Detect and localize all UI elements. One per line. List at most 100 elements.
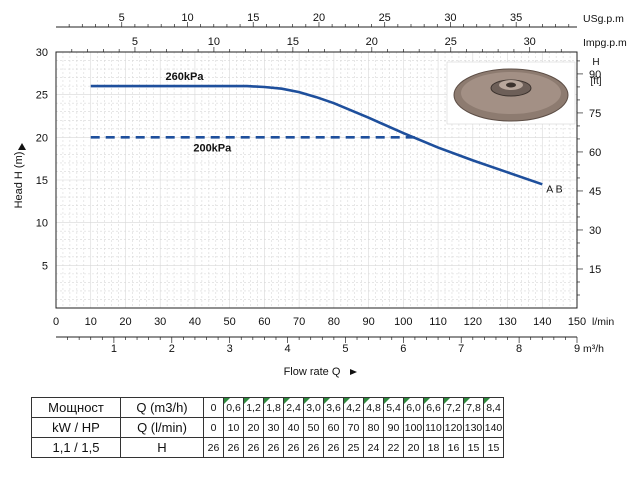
tick-label-impgpm: 10 bbox=[208, 36, 220, 48]
tick-label-y: 10 bbox=[36, 218, 48, 230]
table-value-cell: 110 bbox=[423, 417, 444, 438]
tick-label-impgpm: 30 bbox=[524, 36, 536, 48]
tick-label-lmin: 100 bbox=[394, 316, 412, 328]
chart-labels: 5 10 15 20 25 30 35 USg.p.m5 10 15 20 25 30 Impg.p.m5… bbox=[13, 12, 627, 378]
table-label-cell: Q (l/min) bbox=[120, 417, 204, 438]
tick-label-impgpm: 20 bbox=[366, 36, 378, 48]
table-value-cell: 120 bbox=[443, 417, 464, 438]
table-value-cell: 0 bbox=[203, 397, 224, 418]
tick-label-lmin: 10 bbox=[85, 316, 97, 328]
tick-label-ft: 90 bbox=[589, 69, 601, 81]
tick-label-lmin: 90 bbox=[362, 316, 374, 328]
tick-label-ft: 15 bbox=[589, 264, 601, 276]
tick-label-usgpm: 5 bbox=[119, 12, 125, 24]
pump-performance-chart: 5 10 15 20 25 30 35 USg.p.m5 10 15 20 25 30 Impg.p.m5… bbox=[13, 12, 627, 378]
table-value-cell: 0,6 bbox=[223, 397, 244, 418]
table-label-cell: Мощност bbox=[31, 397, 121, 418]
tick-label-y: 15 bbox=[36, 175, 48, 187]
tick-label-m3h: 5 bbox=[342, 343, 348, 355]
table-label-cell: Q (m3/h) bbox=[120, 397, 204, 418]
table-value-cell: 70 bbox=[343, 417, 364, 438]
tick-label-lmin: 0 bbox=[53, 316, 59, 328]
tick-label-y: 30 bbox=[36, 47, 48, 59]
table-value-cell: 26 bbox=[203, 437, 224, 458]
table-value-cell: 25 bbox=[343, 437, 364, 458]
table-value-cell: 8,4 bbox=[483, 397, 504, 418]
right-unit-ft: [ft] bbox=[590, 76, 601, 87]
tick-label-lmin: 70 bbox=[293, 316, 305, 328]
table-value-cell: 90 bbox=[383, 417, 404, 438]
unit-m3h: m³/h bbox=[583, 343, 604, 355]
tick-label-m3h: 3 bbox=[227, 343, 233, 355]
tick-label-lmin: 40 bbox=[189, 316, 201, 328]
plot-frame bbox=[55, 51, 578, 309]
tick-label-y: 20 bbox=[36, 132, 48, 144]
table-value-cell: 140 bbox=[483, 417, 504, 438]
table-value-cell: 15 bbox=[463, 437, 484, 458]
tick-label-usgpm: 30 bbox=[444, 12, 456, 24]
tick-label-m3h: 6 bbox=[400, 343, 406, 355]
y-axis-label: Head H (m) bbox=[13, 152, 25, 209]
unit-lmin: l/min bbox=[592, 316, 614, 328]
table-value-cell: 26 bbox=[223, 437, 244, 458]
table-value-cell: 4,8 bbox=[363, 397, 384, 418]
table-value-cell: 4,2 bbox=[343, 397, 364, 418]
tick-label-lmin: 60 bbox=[258, 316, 270, 328]
tick-label-ft: 75 bbox=[589, 108, 601, 120]
table-label-cell: 1,1 / 1,5 bbox=[31, 437, 121, 458]
tick-label-impgpm: 5 bbox=[132, 36, 138, 48]
table-value-cell: 0 bbox=[203, 417, 224, 438]
table-value-cell: 60 bbox=[323, 417, 344, 438]
tick-label-ft: 30 bbox=[589, 225, 601, 237]
table-value-cell: 5,4 bbox=[383, 397, 404, 418]
tick-label-lmin: 30 bbox=[154, 316, 166, 328]
tick-label-impgpm: 25 bbox=[445, 36, 457, 48]
chart-grid bbox=[55, 22, 583, 343]
table-value-cell: 6,0 bbox=[403, 397, 424, 418]
table-value-cell: 7,2 bbox=[443, 397, 464, 418]
tick-label-m3h: 8 bbox=[516, 343, 522, 355]
unit-impgpm: Impg.p.m bbox=[583, 37, 627, 49]
tick-label-lmin: 110 bbox=[429, 316, 447, 328]
table-value-cell: 7,8 bbox=[463, 397, 484, 418]
table-value-cell: 100 bbox=[403, 417, 424, 438]
table-value-cell: 10 bbox=[223, 417, 244, 438]
tick-label-lmin: 140 bbox=[533, 316, 551, 328]
table-value-cell: 26 bbox=[243, 437, 264, 458]
table-value-cell: 2,4 bbox=[283, 397, 304, 418]
row-q-m3h: Мощност Q (m3/h) 0 0,6 1,2 1,8 2,4 3,0 3,6 4,2 4,8… bbox=[31, 397, 504, 418]
tick-label-usgpm: 10 bbox=[181, 12, 193, 24]
tick-label-usgpm: 20 bbox=[313, 12, 325, 24]
tick-label-lmin: 50 bbox=[224, 316, 236, 328]
tick-label-m3h: 2 bbox=[169, 343, 175, 355]
right-unit-label: H bbox=[592, 57, 599, 68]
tick-label-m3h: 7 bbox=[458, 343, 464, 355]
tick-label-ft: 45 bbox=[589, 186, 601, 198]
series-label-200kPa: 200kPa bbox=[193, 142, 232, 154]
tick-label-m3h: 4 bbox=[284, 343, 290, 355]
table-value-cell: 3,6 bbox=[323, 397, 344, 418]
tick-label-ft: 60 bbox=[589, 147, 601, 159]
tick-label-m3h: 1 bbox=[111, 343, 117, 355]
tick-label-usgpm: 25 bbox=[379, 12, 391, 24]
table-value-cell: 26 bbox=[323, 437, 344, 458]
tick-label-usgpm: 15 bbox=[247, 12, 259, 24]
table-value-cell: 16 bbox=[443, 437, 464, 458]
impeller-photo bbox=[446, 61, 576, 125]
table-label-cell: H bbox=[120, 437, 204, 458]
table-value-cell: 22 bbox=[383, 437, 404, 458]
table-value-cell: 26 bbox=[283, 437, 304, 458]
tick-label-y: 25 bbox=[36, 90, 48, 102]
tick-label-lmin: 130 bbox=[498, 316, 516, 328]
table-value-cell: 40 bbox=[283, 417, 304, 438]
tick-label-y: 5 bbox=[42, 260, 48, 272]
series-label-260kPa: 260kPa bbox=[166, 71, 205, 83]
tick-label-usgpm: 35 bbox=[510, 12, 522, 24]
table-value-cell: 20 bbox=[403, 437, 424, 458]
table-value-cell: 30 bbox=[263, 417, 284, 438]
table-value-cell: 20 bbox=[243, 417, 264, 438]
table-value-cell: 50 bbox=[303, 417, 324, 438]
table-value-cell: 130 bbox=[463, 417, 484, 438]
table-value-cell: 15 bbox=[483, 437, 504, 458]
table-value-cell: 1,8 bbox=[263, 397, 284, 418]
